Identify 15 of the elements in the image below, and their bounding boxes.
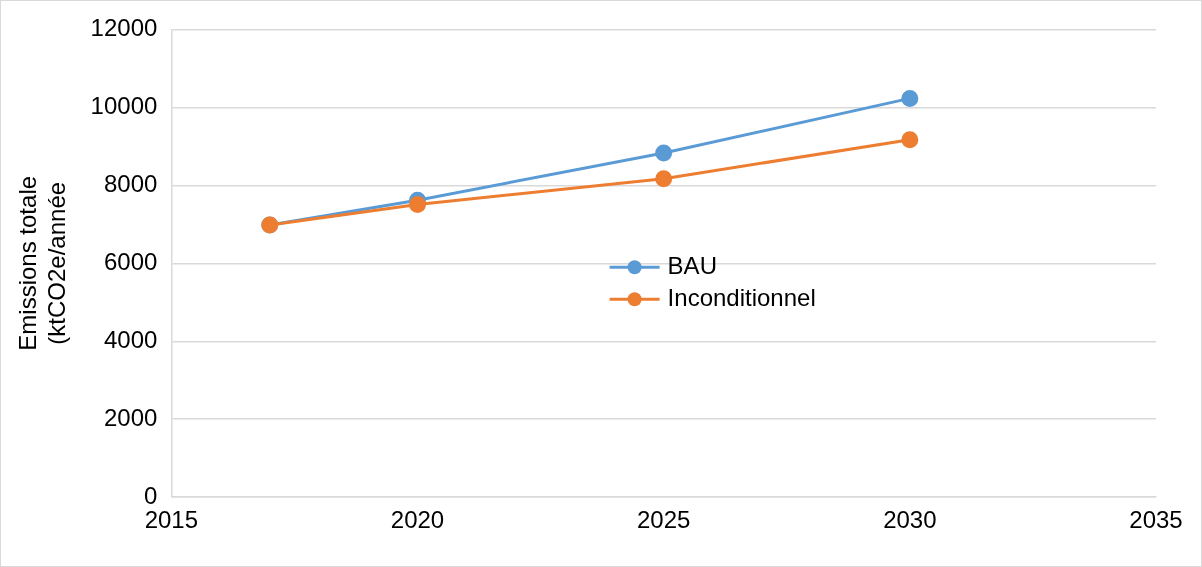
y-tick-label: 12000 [90,14,158,42]
legend-label: Inconditionnel [667,283,816,311]
legend-label: BAU [667,251,717,279]
x-tick-label: 2030 [883,506,937,534]
x-tick-label: 2015 [144,506,199,534]
x-tick-label: 2025 [636,506,691,534]
y-axis-title: Emissions totale (ktCO2e/année [14,175,70,351]
x-tick-label: 2020 [390,506,445,534]
y-tick-label: 2000 [103,403,158,431]
y-tick-label: 4000 [103,325,158,353]
y-tick-label: 8000 [103,169,158,197]
y-tick-label: 10000 [90,91,158,119]
y-tick-label: 0 [143,481,158,509]
x-tick-label: 2035 [1129,506,1183,534]
y-tick-label: 6000 [103,247,158,275]
